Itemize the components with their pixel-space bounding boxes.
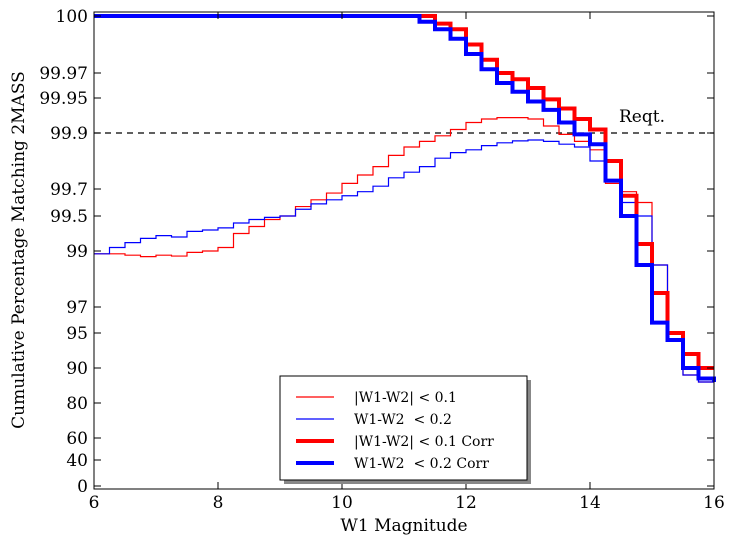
x-tick-label: 10 xyxy=(331,493,353,513)
series-group xyxy=(94,14,716,383)
y-tick-label: 90 xyxy=(66,359,88,379)
y-tick-label: 40 xyxy=(66,451,88,471)
y-tick-label: 99.5 xyxy=(50,207,88,227)
y-tick-label: 99.95 xyxy=(39,89,88,109)
x-tick-label: 16 xyxy=(703,493,725,513)
y-tick-label: 97 xyxy=(66,298,88,318)
legend-label-4: W1-W2 < 0.2 Corr xyxy=(354,456,489,472)
y-tick-label: 80 xyxy=(66,394,88,414)
y-axis-title: Cumulative Percentage Matching 2MASS xyxy=(9,71,29,429)
y-tick-label: 100 xyxy=(56,7,88,27)
y-tick-label: 99.97 xyxy=(39,64,88,84)
legend-label-2: W1-W2 < 0.2 xyxy=(354,412,452,428)
legend: |W1-W2| < 0.1 W1-W2 < 0.2 |W1-W2| < 0.1 Co… xyxy=(279,375,531,484)
reference-line-label: Reqt. xyxy=(619,107,665,127)
x-tick-label: 14 xyxy=(579,493,601,513)
y-tick-label: 99 xyxy=(66,242,88,262)
x-tick-label: 8 xyxy=(213,493,224,513)
y-tick-label: 95 xyxy=(66,324,88,344)
x-tick-group: 6 8 10 12 14 16 xyxy=(89,12,725,513)
y-tick-label: 99.9 xyxy=(50,124,88,144)
legend-label-3: |W1-W2| < 0.1 Corr xyxy=(354,434,494,450)
y-tick-label: 0 xyxy=(77,477,88,497)
legend-label-1: |W1-W2| < 0.1 xyxy=(354,390,457,406)
y-tick-label: 99.7 xyxy=(50,180,88,200)
series-line-4 xyxy=(94,14,716,382)
x-axis-title: W1 Magnitude xyxy=(340,516,467,536)
x-tick-label: 12 xyxy=(455,493,477,513)
series-line-1 xyxy=(94,117,714,383)
x-tick-label: 6 xyxy=(89,493,100,513)
y-tick-label: 60 xyxy=(66,429,88,449)
